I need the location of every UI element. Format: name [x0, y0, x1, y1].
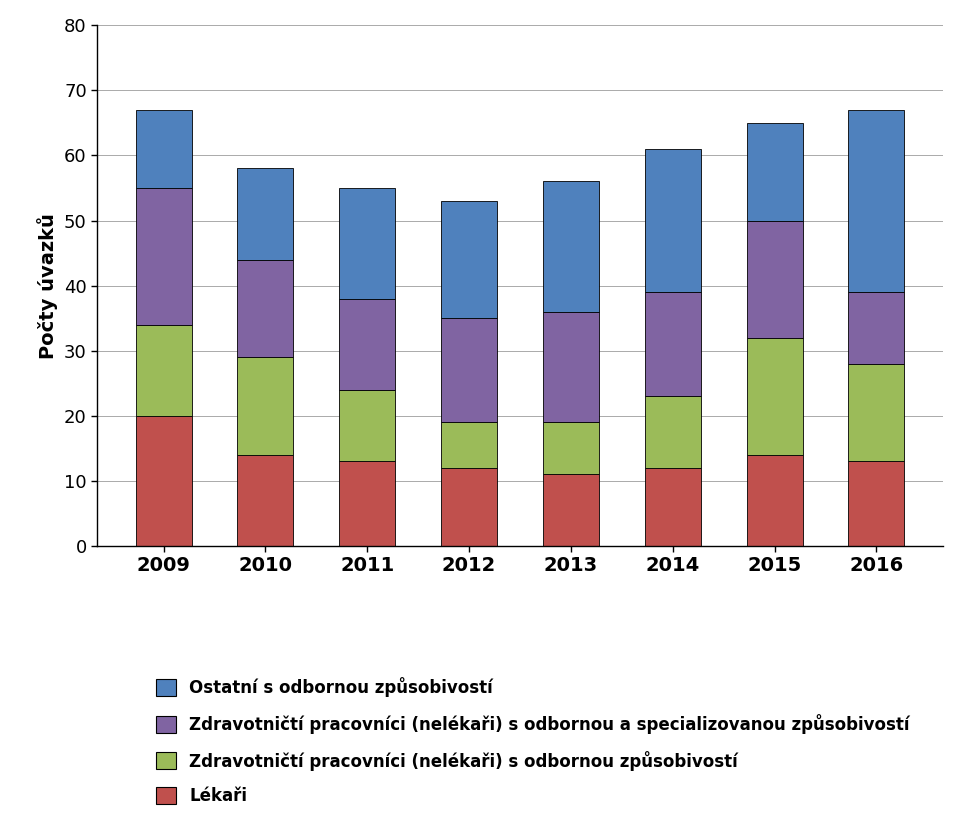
Bar — [441, 468, 497, 546]
Bar — [543, 475, 599, 546]
Bar — [849, 292, 904, 364]
Bar — [543, 181, 599, 312]
Bar — [849, 110, 904, 292]
Bar — [441, 318, 497, 423]
Bar — [136, 416, 191, 546]
Bar — [543, 312, 599, 423]
Bar — [746, 123, 803, 220]
Bar — [644, 292, 701, 396]
Bar — [339, 461, 396, 546]
Bar — [339, 298, 396, 390]
Bar — [136, 188, 191, 324]
Bar — [644, 396, 701, 468]
Bar — [746, 455, 803, 546]
Bar — [136, 324, 191, 416]
Legend: Ostatní s odbornou způsobivostí, Zdravotničtí pracovníci (nelékaři) s odbornou a: Ostatní s odbornou způsobivostí, Zdravot… — [148, 669, 919, 814]
Bar — [849, 364, 904, 461]
Bar — [746, 338, 803, 455]
Bar — [339, 188, 396, 298]
Bar — [543, 423, 599, 475]
Bar — [644, 149, 701, 292]
Bar — [746, 220, 803, 338]
Bar — [339, 390, 396, 461]
Bar — [237, 260, 294, 357]
Bar — [849, 461, 904, 546]
Bar — [644, 468, 701, 546]
Bar — [441, 201, 497, 318]
Bar — [237, 168, 294, 260]
Bar — [441, 423, 497, 468]
Bar — [237, 357, 294, 455]
Bar — [237, 455, 294, 546]
Y-axis label: Počty úvazků: Počty úvazků — [38, 213, 58, 359]
Bar — [136, 110, 191, 188]
